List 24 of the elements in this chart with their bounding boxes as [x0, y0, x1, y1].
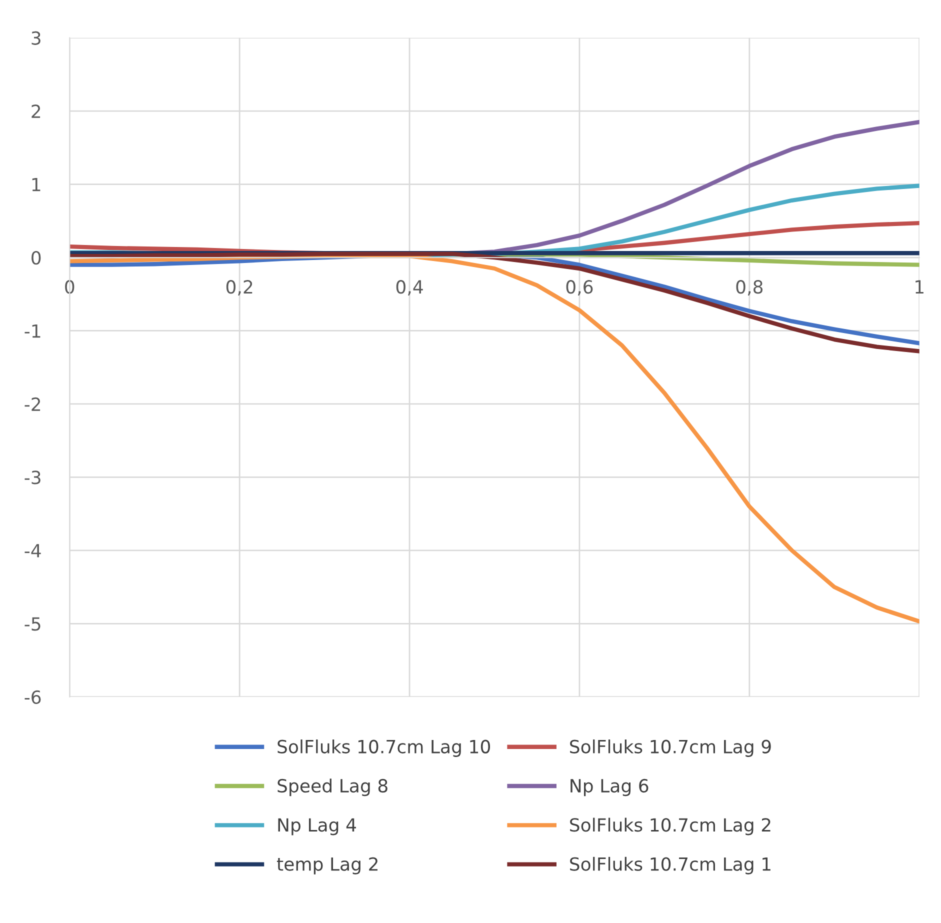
x-tick-label: 1	[916, 280, 924, 294]
y-tick-label: -1	[24, 324, 40, 338]
legend-label: SolFluks 10.7cm Lag 9	[570, 739, 771, 757]
legend-label: temp Lag 2	[276, 857, 378, 874]
legend-label: SolFluks 10.7cm Lag 1	[570, 856, 770, 874]
y-tick-label: -3	[24, 470, 40, 484]
y-tick-label: -6	[24, 690, 41, 704]
y-tick-label: 3	[32, 31, 40, 45]
legend-label: SolFluks 10.7cm Lag 2	[570, 818, 770, 836]
x-tick-label: 0	[65, 280, 74, 294]
legend-label: Np Lag 4	[278, 818, 356, 836]
legend-label: Np Lag 6	[570, 778, 648, 796]
legend-label: SolFluks 10.7cm Lag 10	[278, 739, 490, 757]
y-tick-label: -2	[24, 397, 40, 411]
x-tick-label: 0,6	[566, 280, 593, 296]
x-tick-label: 0,4	[396, 280, 423, 296]
y-tick-label: -5	[24, 617, 40, 631]
y-tick-label: 1	[32, 178, 40, 192]
y-tick-label: 2	[32, 104, 40, 118]
y-tick-label: 0	[32, 250, 41, 265]
x-tick-label: 0,8	[736, 280, 763, 296]
x-tick-label: 0,2	[226, 280, 252, 296]
legend-label: Speed Lag 8	[278, 778, 388, 796]
y-tick-label: -4	[24, 544, 41, 558]
